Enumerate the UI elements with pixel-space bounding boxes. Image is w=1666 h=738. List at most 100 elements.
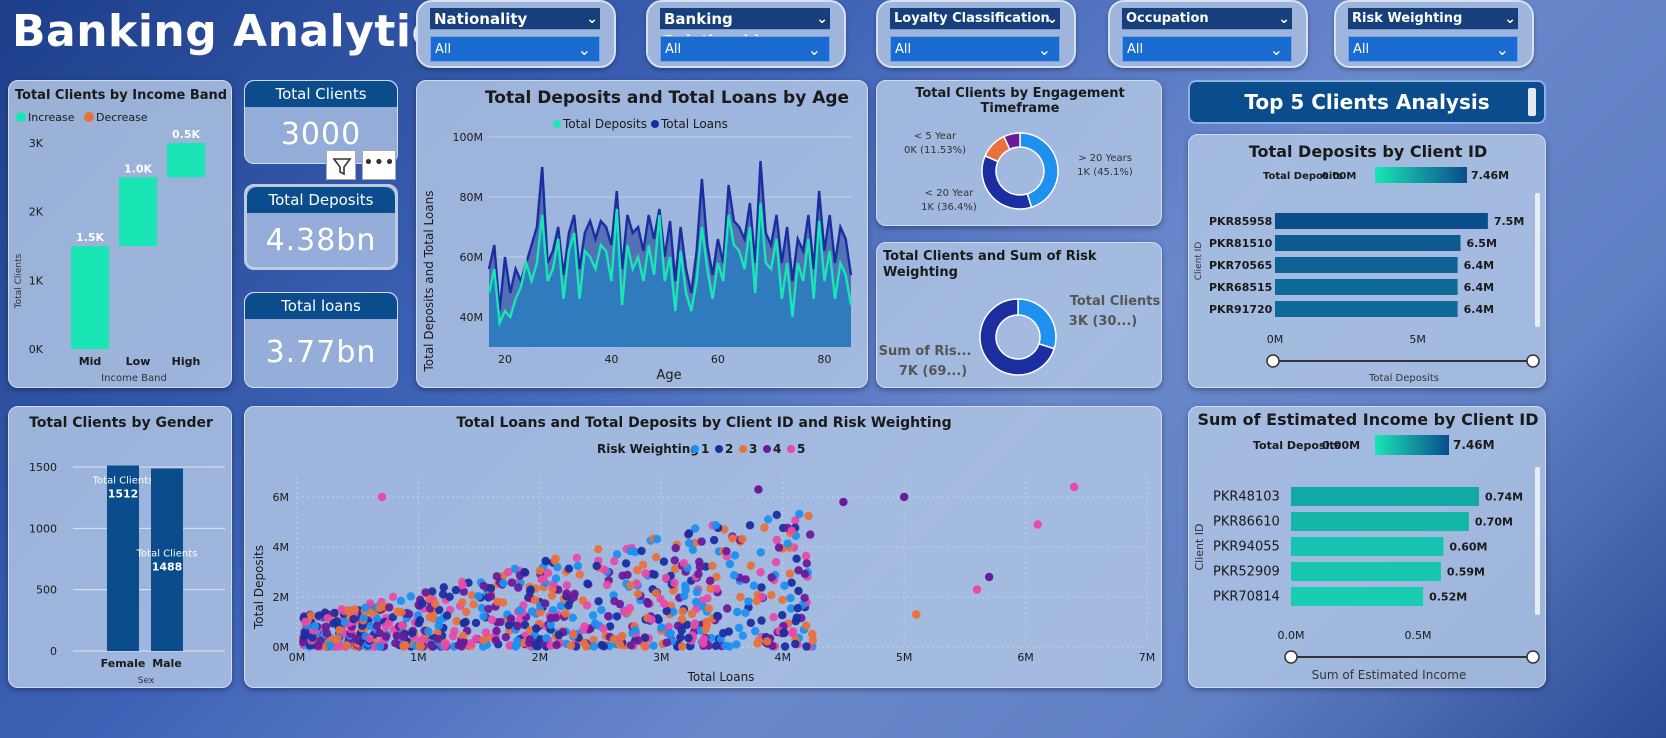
scatter-point: [337, 605, 346, 614]
scatter-point: [479, 581, 488, 590]
y-tick-label: 1K: [29, 274, 44, 287]
scatter-point: [599, 624, 608, 633]
scatter-point: [664, 622, 673, 632]
scatter-chart[interactable]: Total Loans and Total Deposits by Client…: [244, 406, 1162, 688]
chevron-down-icon: ⌄: [816, 11, 828, 27]
scatter-point: [701, 562, 710, 571]
scatter-point: [670, 556, 679, 565]
slicer-nationality[interactable]: Nationality ⌄ All ⌄: [416, 0, 616, 68]
scatter-point: [427, 640, 436, 650]
scatter-point: [366, 621, 375, 631]
slicer-dropdown[interactable]: All ⌄: [430, 36, 600, 62]
scatter-point: [381, 632, 391, 641]
slicer-dropdown[interactable]: All ⌄: [1348, 36, 1518, 62]
page-title: Banking Analytics: [12, 6, 465, 57]
chart-title: Total Loans and Total Deposits by Client…: [456, 415, 951, 431]
scatter-point: [802, 559, 811, 568]
top5-clients-button[interactable]: Top 5 Clients Analysis: [1188, 80, 1546, 124]
x-tick-label: 0M: [289, 651, 306, 664]
scatter-point: [425, 612, 435, 622]
scatter-point: [794, 586, 803, 596]
slicer-occupation[interactable]: Occupation ⌄ All ⌄: [1108, 0, 1308, 68]
y-tick-label: 3K: [29, 137, 44, 150]
income-band-chart[interactable]: Total Clients by Income Band Increase De…: [8, 80, 232, 388]
slicer-dropdown[interactable]: All ⌄: [660, 36, 830, 62]
scatter-point: [433, 634, 443, 644]
legend-label: 4: [773, 442, 781, 456]
waterfall-bar: [119, 177, 157, 246]
slicer-risk-weighting[interactable]: Risk Weighting ⌄ All ⌄: [1334, 0, 1534, 68]
scatter-point: [760, 523, 769, 532]
slicer-dropdown[interactable]: All ⌄: [890, 36, 1060, 62]
legend-marker: [763, 445, 771, 453]
scatter-point: [690, 619, 700, 628]
scatter-point: [785, 569, 795, 578]
scatter-point: [706, 633, 716, 643]
scatter-point: [340, 617, 349, 627]
income-by-client-chart[interactable]: Sum of Estimated Income by Client ID Tot…: [1188, 406, 1546, 688]
kpi-value: 4.38bn: [265, 223, 377, 258]
category-label: PKR52909: [1213, 565, 1280, 580]
more-options-icon[interactable]: •••: [362, 150, 396, 180]
filter-icon[interactable]: [326, 150, 356, 180]
scrollbar[interactable]: [1535, 193, 1540, 327]
scatter-point: [769, 613, 778, 622]
scatter-point: [688, 545, 698, 554]
hbar: [1275, 213, 1488, 229]
gender-chart[interactable]: Total Clients by Gender 0 500 1000 1500 Tot…: [8, 406, 232, 688]
scatter-point: [322, 629, 332, 638]
range-slider-min-handle[interactable]: [1266, 354, 1280, 368]
scatter-point: [701, 625, 710, 634]
scatter-point: [651, 589, 661, 598]
slicer-label: Occupation: [1126, 11, 1209, 26]
engagement-chart[interactable]: Total Clients by Engagement Timeframe < …: [876, 80, 1162, 226]
scatter-point: [626, 581, 635, 590]
scatter-point: [808, 629, 817, 639]
scatter-point: [660, 599, 669, 609]
scroll-handle-icon[interactable]: [1528, 88, 1536, 116]
category-label: PKR94055: [1213, 540, 1280, 555]
kpi-total-deposits[interactable]: Total Deposits 4.38bn: [244, 184, 398, 270]
range-slider-max-handle[interactable]: [1526, 354, 1540, 368]
scatter-point: [582, 642, 591, 651]
range-slider-max-handle[interactable]: [1526, 650, 1540, 664]
scatter-point: [435, 616, 444, 625]
scatter-point: [553, 562, 562, 572]
legend-max: 7.46M: [1471, 169, 1509, 182]
scatter-point: [377, 492, 387, 502]
slicer-loyalty-classification[interactable]: Loyalty Classification ⌄ All ⌄: [876, 0, 1076, 68]
slice-label-name: Total Clients: [1070, 294, 1161, 309]
chart-title: Sum of Estimated Income by Client ID: [1197, 410, 1538, 429]
slicer-dropdown[interactable]: All ⌄: [1122, 36, 1292, 62]
range-slider-min-handle[interactable]: [1284, 650, 1298, 664]
scrollbar[interactable]: [1535, 467, 1540, 615]
scatter-point: [692, 587, 702, 597]
scatter-point: [665, 629, 674, 638]
scatter-point: [556, 601, 565, 611]
scatter-point: [738, 534, 747, 544]
scatter-point: [451, 585, 461, 595]
scatter-point: [631, 626, 640, 635]
risk-sum-chart[interactable]: Total Clients and Sum of Risk Weighting …: [876, 242, 1162, 388]
scatter-point: [388, 613, 397, 622]
scatter-point: [321, 622, 331, 631]
age-chart[interactable]: Total Deposits and Total Loans by Age To…: [416, 80, 868, 388]
scatter-point: [662, 606, 671, 616]
chart-title: Total Deposits by Client ID: [1249, 142, 1487, 161]
scatter-point: [912, 610, 921, 619]
deposits-by-client-chart[interactable]: Total Deposits by Client ID Total Deposi…: [1188, 134, 1546, 388]
scatter-point: [543, 568, 553, 578]
slicer-banking-relationship[interactable]: Banking Relationship⌄ All⌄: [646, 0, 846, 68]
scatter-point: [1033, 520, 1042, 529]
scatter-point: [551, 554, 560, 563]
x-tick-label: Female: [101, 657, 146, 670]
scatter-point: [783, 539, 792, 548]
scatter-point: [301, 630, 310, 639]
scatter-point: [418, 599, 427, 608]
scatter-point: [626, 641, 636, 650]
x-tick-label: 20: [498, 353, 512, 366]
scatter-point: [801, 551, 811, 561]
kpi-total-loans[interactable]: Total loans 3.77bn: [244, 292, 398, 388]
scatter-point: [808, 635, 817, 645]
scatter-point: [530, 595, 540, 605]
